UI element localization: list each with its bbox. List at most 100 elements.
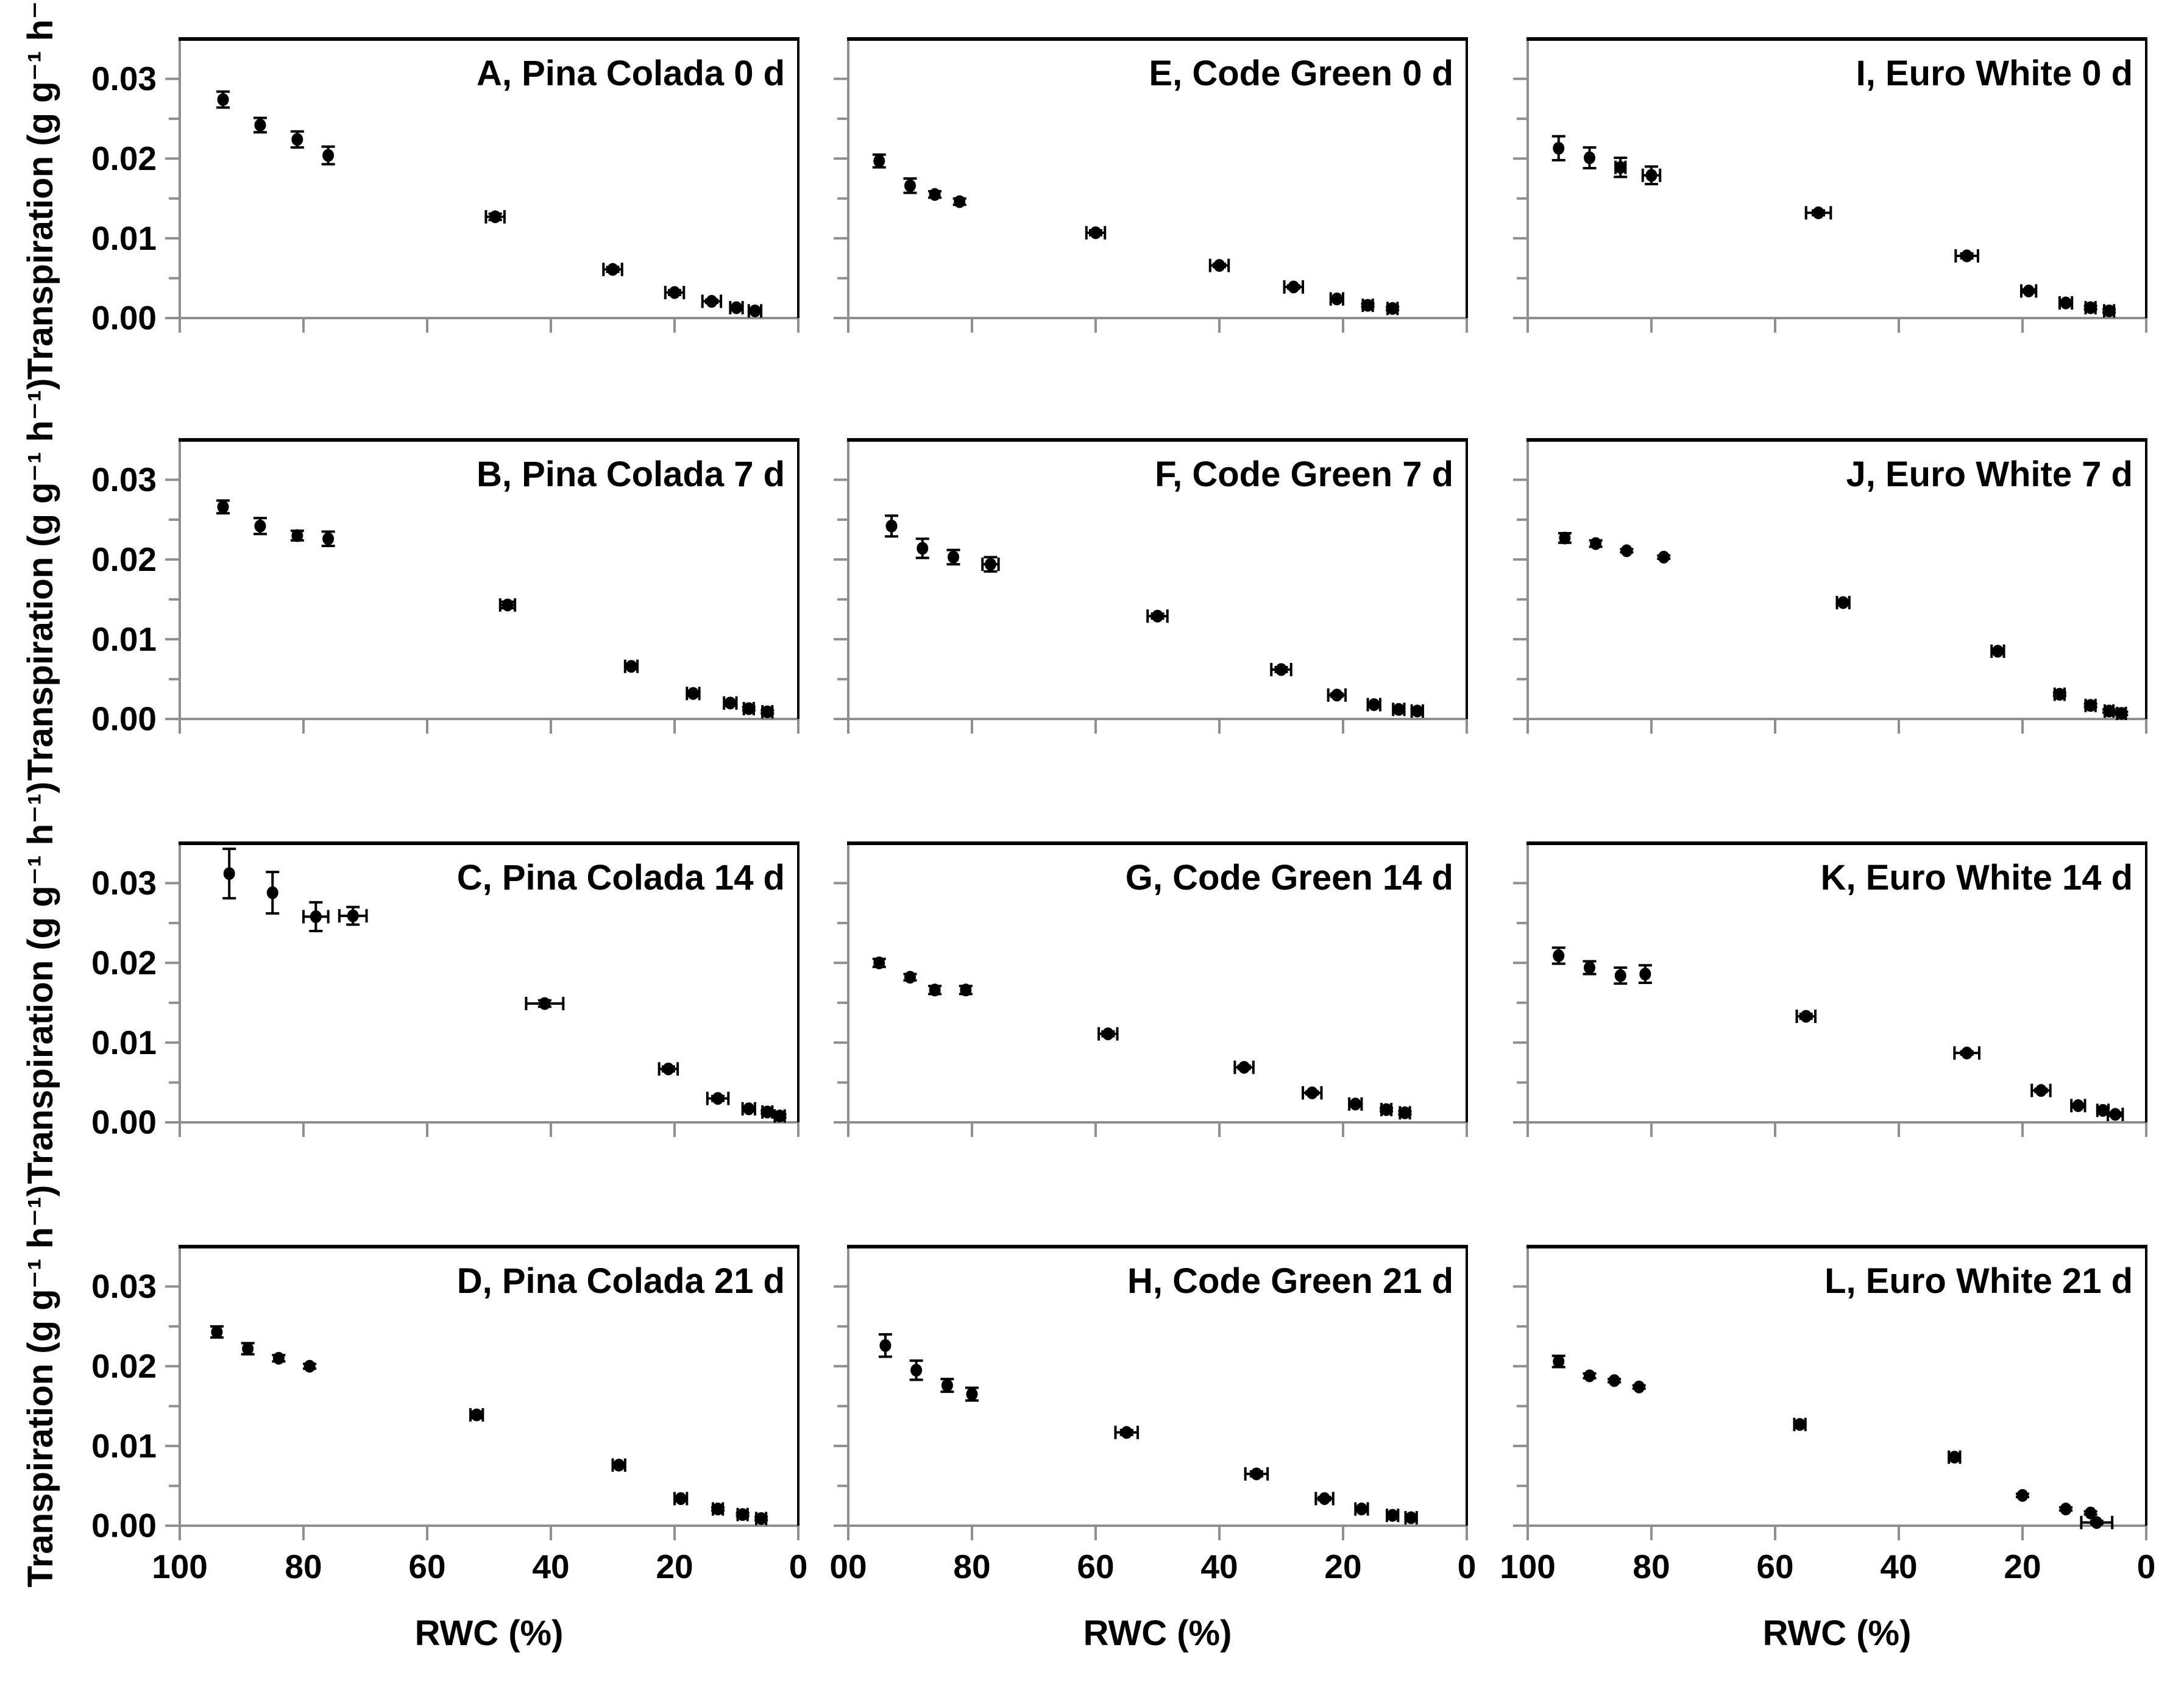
data-point	[929, 188, 941, 201]
data-point	[904, 179, 916, 193]
y-tick-label: 0.03	[91, 60, 157, 97]
data-point	[2085, 1506, 2097, 1520]
data-point	[1991, 645, 2004, 658]
data-point	[755, 1512, 767, 1525]
data-point	[954, 195, 966, 208]
y-tick-label: 0.02	[91, 540, 157, 578]
data-point	[1368, 698, 1380, 711]
data-point	[749, 304, 761, 317]
data-point	[291, 529, 303, 542]
x-tick-label: 20	[2004, 1548, 2041, 1585]
data-point	[1319, 1492, 1331, 1506]
data-point	[347, 909, 359, 922]
x-tick-label: 60	[408, 1548, 445, 1585]
panel-title: C, Pina Colada 14 d	[457, 858, 785, 898]
data-point	[948, 550, 960, 564]
data-point	[904, 971, 916, 984]
data-point	[743, 1102, 755, 1116]
x-tick-label: 100	[152, 1548, 208, 1585]
data-point	[2103, 704, 2115, 718]
x-tick-label: 40	[1880, 1548, 1917, 1585]
data-point	[502, 598, 514, 612]
panel-H: 00 80 60 40 20 0 H, Code Green 21 d RWC (%)	[829, 1245, 1476, 1653]
data-point	[1399, 1106, 1411, 1119]
data-point	[1590, 537, 1602, 550]
data-point	[254, 118, 266, 132]
y-tick-label: 0.00	[91, 299, 157, 337]
data-point	[761, 705, 773, 718]
panel-title: I, Euro White 0 d	[1856, 54, 2133, 93]
x-tick-label: 80	[953, 1548, 990, 1585]
data-point	[1275, 663, 1287, 676]
panel-D: 0.00 0.01 0.02 0.03 100 80 60 40 20 0 D, Pina Cola…	[21, 1185, 807, 1653]
panel-L: 100 80 60 40 20 0 L, Euro White 21 d RWC (%)	[1500, 1245, 2156, 1653]
data-point	[1331, 292, 1343, 306]
data-point	[1405, 1511, 1417, 1524]
panel-title: D, Pina Colada 21 d	[457, 1261, 785, 1301]
x-tick-label: 0	[2137, 1548, 2156, 1585]
data-point	[223, 867, 235, 880]
x-tick-label: 00	[829, 1548, 867, 1585]
x-axis-title: RWC (%)	[1083, 1613, 1232, 1653]
panel-C: 0.00 0.01 0.02 0.03 C, Pina Colada 14 d Trans…	[21, 782, 800, 1184]
data-point	[731, 301, 742, 314]
data-point	[873, 154, 885, 168]
data-point	[1386, 302, 1399, 315]
data-point	[2085, 699, 2097, 712]
panel-E: E, Code Green 0 d	[834, 37, 1468, 333]
data-point	[1639, 968, 1651, 981]
data-point	[470, 1408, 483, 1422]
data-point	[1121, 1426, 1133, 1439]
data-point	[1349, 1097, 1361, 1111]
x-tick-label: 80	[1633, 1548, 1670, 1585]
data-point	[303, 1359, 316, 1373]
data-point	[1553, 141, 1565, 155]
x-tick-label: 60	[1756, 1548, 1793, 1585]
data-point	[1380, 1103, 1392, 1116]
panel-title: B, Pina Colada 7 d	[477, 455, 785, 494]
y-axis-title: Transpiration (g g⁻¹ h⁻¹)	[21, 378, 60, 781]
y-tick-label: 0.00	[91, 1507, 157, 1545]
data-point	[737, 1508, 749, 1521]
data-point	[254, 519, 266, 533]
data-point	[761, 1105, 773, 1119]
data-point	[1961, 1046, 1973, 1060]
panel-B: 0.00 0.01 0.02 0.03 B, Pina Colada 7 d Transp…	[21, 378, 800, 781]
panel-G: G, Code Green 14 d	[834, 841, 1468, 1137]
panel-title: A, Pina Colada 0 d	[477, 54, 785, 93]
y-tick-label: 0.01	[91, 1427, 157, 1465]
data-point	[2035, 1084, 2047, 1097]
data-point	[1386, 1509, 1399, 1522]
data-point	[724, 696, 736, 710]
data-point	[960, 983, 972, 997]
data-point	[1584, 1369, 1595, 1383]
y-axis-title: Transpiration (g g⁻¹ h⁻¹)	[21, 782, 60, 1184]
panel-F: F, Code Green 7 d	[834, 438, 1468, 734]
x-tick-label: 100	[1500, 1548, 1556, 1585]
data-point	[2097, 1103, 2109, 1117]
data-point	[2054, 687, 2066, 701]
panel-title: K, Euro White 14 d	[1821, 858, 2133, 898]
x-axis-title: RWC (%)	[1763, 1613, 1912, 1653]
data-point	[1553, 1354, 1565, 1368]
data-point	[291, 133, 303, 146]
data-point	[2085, 301, 2097, 314]
data-point	[607, 263, 619, 276]
data-point	[1584, 151, 1595, 165]
data-point	[2115, 707, 2127, 720]
panel-A: 0.00 0.01 0.02 0.03 A, Pina Colada 0 d Transp…	[21, 0, 800, 380]
y-tick-label: 0.01	[91, 219, 157, 257]
data-point	[1837, 596, 1849, 609]
data-point	[613, 1459, 625, 1472]
data-point	[2103, 304, 2115, 317]
data-point	[984, 558, 996, 571]
data-point	[1090, 226, 1102, 239]
data-point	[217, 93, 229, 106]
data-point	[489, 210, 502, 224]
data-point	[1213, 259, 1225, 272]
data-point	[211, 1325, 223, 1339]
x-tick-label: 20	[656, 1548, 693, 1585]
data-point	[2016, 1489, 2029, 1502]
